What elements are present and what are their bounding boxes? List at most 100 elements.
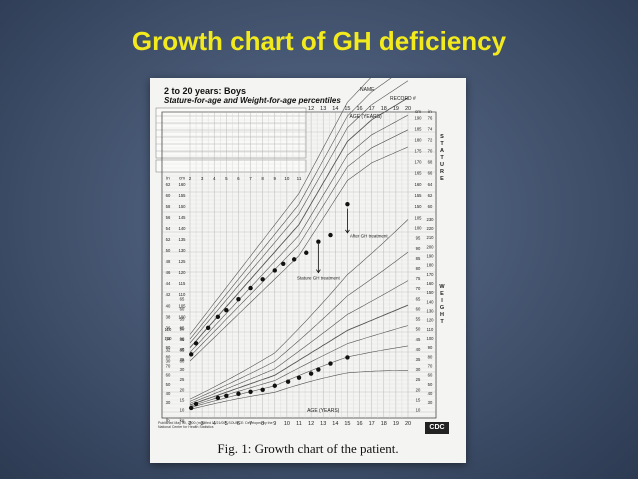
stature-data-point xyxy=(316,239,321,244)
stature-data-point xyxy=(260,277,265,282)
x-tick-label-bottom: 8 xyxy=(261,421,264,427)
x-tick-label-top: 17 xyxy=(369,106,375,112)
weight-data-point xyxy=(296,375,302,380)
x-tick-label-top: 16 xyxy=(356,106,362,112)
weight-tick-kg-right: 90 xyxy=(416,246,421,251)
weight-tick-kg-right: 25 xyxy=(416,377,421,382)
stature-tick-cm-left: 160 xyxy=(179,182,187,187)
x-tick-label-mid: 11 xyxy=(297,176,302,181)
chart-header-subtitle: Stature-for-age and Weight-for-age perce… xyxy=(164,96,341,105)
stature-tick-in-left: 54 xyxy=(166,226,171,231)
stature-percentile-curve xyxy=(189,146,409,362)
stature-tick-cm-left: 125 xyxy=(179,259,187,264)
stature-data-point xyxy=(189,352,194,357)
weight-tick-lb-right: 120 xyxy=(427,318,435,323)
weight-axis-title: I xyxy=(441,298,443,304)
annotation-arrowhead xyxy=(345,229,350,234)
weight-tick-kg-right: 100 xyxy=(415,226,423,231)
weight-data-point xyxy=(215,395,221,401)
weight-tick-lb-left: 110 xyxy=(165,327,172,332)
weight-tick-lb-left: 40 xyxy=(166,391,171,396)
stature-tick-cm-left: 150 xyxy=(179,204,187,209)
weight-tick-lb-left: 70 xyxy=(166,364,171,369)
weight-tick-kg-right: 85 xyxy=(416,256,421,261)
weight-axis-title: G xyxy=(440,305,444,311)
weight-percentile-curve xyxy=(189,251,409,402)
stature-tick-cm-left: 155 xyxy=(179,193,187,198)
stature-percentile-curve xyxy=(189,97,409,348)
weight-tick-lb-right: 160 xyxy=(427,281,435,286)
stature-data-point xyxy=(272,268,277,273)
x-tick-label-bottom: 15 xyxy=(344,421,350,427)
weight-data-point xyxy=(260,387,265,392)
x-tick-label-mid: 3 xyxy=(201,176,204,181)
x-tick-label-bottom: 13 xyxy=(320,421,326,427)
stature-data-point xyxy=(345,201,350,207)
x-tick-label-bottom: 20 xyxy=(405,421,411,427)
x-tick-label-bottom: 5 xyxy=(225,421,228,427)
weight-tick-kg-right: 95 xyxy=(416,236,421,241)
stature-tick-in-right: 72 xyxy=(428,138,433,143)
weight-tick-lb-right: 90 xyxy=(428,345,433,350)
unit-label-cm: cm xyxy=(179,175,185,180)
weight-tick-lb-right: 180 xyxy=(427,263,435,268)
weight-tick-lb-right: 50 xyxy=(428,382,433,387)
stature-tick-in-left: 60 xyxy=(166,193,171,198)
stature-tick-in-left: 44 xyxy=(166,281,171,286)
weight-data-point xyxy=(316,367,321,372)
weight-tick-lb-left: 30 xyxy=(166,400,171,405)
x-tick-label-bottom: 14 xyxy=(332,421,338,427)
stature-tick-cm-left: 145 xyxy=(179,215,187,220)
stature-tick-cm-right: 175 xyxy=(415,149,423,154)
weight-axis-title: T xyxy=(440,319,444,325)
weight-tick-kg-right: 65 xyxy=(416,296,421,301)
x-tick-label-bottom: 19 xyxy=(393,421,399,427)
weight-axis-title: W xyxy=(439,284,445,290)
weight-tick-kg-right: 35 xyxy=(416,357,421,362)
x-tick-label-bottom: 3 xyxy=(201,421,204,427)
weight-tick-lb-left: 50 xyxy=(166,382,171,387)
stature-data-point xyxy=(248,285,253,291)
x-tick-label-top: 12 xyxy=(308,106,314,112)
weight-tick-lb-right: 110 xyxy=(427,327,434,332)
weight-data-point xyxy=(285,379,291,384)
unit-label-lb: lb xyxy=(166,418,170,423)
weight-tick-lb-right: 140 xyxy=(427,299,435,304)
stature-tick-cm-left: 115 xyxy=(179,281,186,286)
weight-tick-lb-left: 60 xyxy=(166,373,171,378)
weight-tick-lb-right: 130 xyxy=(427,309,435,314)
weight-tick-lb-right: 220 xyxy=(427,226,435,231)
stature-tick-cm-right: 165 xyxy=(415,171,423,176)
weight-tick-kg-right: 55 xyxy=(416,317,421,322)
annotation-after-treatment: After GH treatment xyxy=(350,233,389,238)
x-tick-label-mid: 7 xyxy=(249,176,252,181)
weight-tick-kg-right: 10 xyxy=(416,408,421,413)
weight-tick-kg-right: 75 xyxy=(416,276,421,281)
weight-tick-kg-left: 65 xyxy=(180,296,185,301)
stature-tick-cm-left: 90 xyxy=(180,336,185,341)
weight-tick-lb-right: 200 xyxy=(427,244,435,249)
stature-tick-in-left: 40 xyxy=(166,303,171,308)
x-tick-label-mid: 5 xyxy=(225,176,228,181)
x-tick-label-mid: 9 xyxy=(274,176,277,181)
stature-percentile-curve xyxy=(189,114,409,353)
bmi-box xyxy=(155,159,307,173)
x-tick-label-mid: 8 xyxy=(261,176,264,181)
x-tick-label-mid: 4 xyxy=(213,176,216,181)
stature-tick-cm-right: 170 xyxy=(415,160,423,165)
x-tick-label-top: 18 xyxy=(381,106,387,112)
weight-tick-lb-right: 80 xyxy=(428,354,433,359)
weight-tick-lb-right: 170 xyxy=(427,272,435,277)
x-tick-label-bottom: 4 xyxy=(213,421,216,427)
weight-tick-kg-right: 105 xyxy=(415,216,423,221)
stature-tick-cm-left: 105 xyxy=(179,303,187,308)
weight-data-point xyxy=(328,361,333,366)
weight-tick-lb-right: 230 xyxy=(427,217,435,222)
weight-tick-kg-right: 20 xyxy=(416,387,421,392)
weight-tick-kg-right: 15 xyxy=(416,397,421,402)
weight-data-point xyxy=(248,389,253,395)
x-tick-label-top: 20 xyxy=(405,106,411,112)
x-tick-label-mid: 6 xyxy=(237,176,240,181)
x-tick-label-top: 14 xyxy=(332,106,338,112)
x-tick-label-bottom: 18 xyxy=(381,421,387,427)
